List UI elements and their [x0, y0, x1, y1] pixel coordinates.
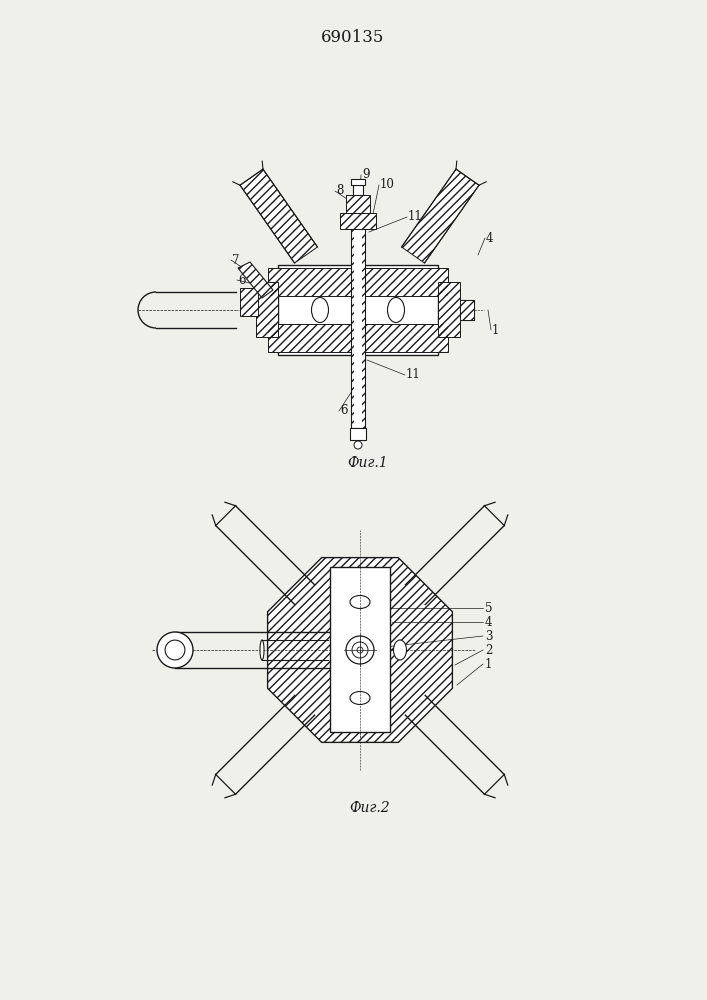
Circle shape — [357, 647, 363, 653]
Bar — [354, 197, 362, 428]
Bar — [351, 179, 365, 185]
Text: 7: 7 — [232, 253, 240, 266]
Bar — [256, 282, 278, 337]
Bar — [278, 265, 438, 355]
Text: 6: 6 — [340, 404, 348, 418]
Bar — [268, 324, 448, 352]
Text: Фиг.2: Фиг.2 — [350, 801, 390, 815]
Bar — [346, 195, 370, 213]
Text: 11: 11 — [408, 211, 423, 224]
Bar — [330, 567, 390, 732]
Text: 690135: 690135 — [321, 29, 385, 46]
Text: 3: 3 — [485, 630, 493, 643]
Ellipse shape — [394, 640, 407, 660]
Polygon shape — [240, 169, 317, 263]
Text: 11: 11 — [406, 368, 421, 381]
Bar — [340, 213, 376, 229]
Circle shape — [352, 642, 368, 658]
Circle shape — [346, 636, 374, 664]
Ellipse shape — [312, 298, 329, 322]
Bar — [268, 268, 448, 296]
Text: 5: 5 — [485, 601, 493, 614]
Ellipse shape — [387, 298, 404, 322]
Circle shape — [165, 640, 185, 660]
Text: 8: 8 — [336, 184, 344, 198]
Text: 1: 1 — [492, 324, 499, 336]
Text: 2: 2 — [485, 644, 492, 656]
Ellipse shape — [260, 640, 264, 660]
Bar — [240, 288, 258, 316]
Text: 10: 10 — [380, 178, 395, 192]
Polygon shape — [402, 169, 479, 263]
Bar — [353, 185, 363, 195]
Text: Фиг.1: Фиг.1 — [348, 456, 388, 470]
Circle shape — [157, 632, 193, 668]
Bar — [256, 282, 278, 337]
Bar — [460, 300, 474, 320]
Circle shape — [354, 441, 362, 449]
Bar — [268, 324, 448, 352]
Text: 6: 6 — [238, 273, 245, 286]
Bar — [268, 268, 448, 296]
Bar — [460, 300, 474, 320]
Text: 4: 4 — [485, 615, 493, 629]
Bar — [351, 197, 365, 428]
Bar — [351, 197, 365, 428]
Text: 4: 4 — [486, 232, 493, 244]
Bar — [351, 197, 365, 428]
Bar — [240, 288, 258, 316]
Bar — [438, 282, 460, 337]
Polygon shape — [238, 262, 273, 298]
Bar — [346, 195, 370, 213]
Polygon shape — [268, 558, 452, 742]
Bar — [438, 282, 460, 337]
Bar — [340, 213, 376, 229]
Ellipse shape — [350, 595, 370, 608]
Bar — [350, 428, 366, 440]
Text: 9: 9 — [362, 168, 370, 182]
Ellipse shape — [350, 692, 370, 704]
Text: 1: 1 — [485, 658, 492, 670]
Bar — [460, 300, 474, 320]
